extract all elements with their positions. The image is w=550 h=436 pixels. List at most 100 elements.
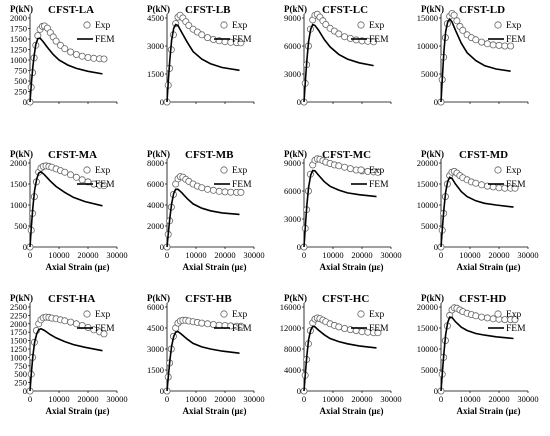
exp-data-point xyxy=(90,54,98,62)
legend-exp-label: Exp xyxy=(369,21,385,31)
exp-data-point xyxy=(209,320,217,328)
y-tick-label: 1500 xyxy=(10,336,27,346)
y-tick-label: 0 xyxy=(160,242,164,252)
y-tick-label: 3000 xyxy=(284,69,301,79)
y-tick-label: 10000 xyxy=(417,344,438,354)
fem-series-line xyxy=(440,176,514,248)
y-tick-label: 6000 xyxy=(147,179,164,189)
y-tick-label: 0 xyxy=(434,97,438,107)
exp-data-point xyxy=(61,317,69,325)
y-tick-label: 2250 xyxy=(10,310,27,320)
exp-data-point xyxy=(507,42,515,50)
chart-title: CFST-LC xyxy=(322,4,368,16)
legend-exp-label: Exp xyxy=(506,166,522,176)
exp-data-point xyxy=(67,318,75,326)
y-tick-label: 2500 xyxy=(10,302,27,312)
y-tick-label: 4500 xyxy=(147,13,164,23)
x-tick-label: 20000 xyxy=(77,250,98,260)
fem-series-line xyxy=(303,169,377,248)
x-tick-label: 30000 xyxy=(243,250,264,260)
y-tick-label: 1750 xyxy=(10,24,27,34)
exp-data-point xyxy=(84,54,92,62)
exp-data-point xyxy=(204,34,212,42)
chart-title: CFST-MC xyxy=(322,149,371,161)
y-tick-label: 1250 xyxy=(10,344,27,354)
exp-data-point xyxy=(358,328,366,336)
fem-series-line xyxy=(166,23,240,103)
x-tick-label: 20000 xyxy=(488,250,509,260)
x-axis-label: Axial Strain (με) xyxy=(183,262,247,272)
exp-data-point xyxy=(204,185,212,193)
chart-title: CFST-LA xyxy=(48,4,94,16)
x-axis-label: Axial Strain (με) xyxy=(457,406,521,416)
fem-series-line xyxy=(29,170,103,248)
x-tick-label: 10000 xyxy=(322,250,343,260)
exp-data-point xyxy=(100,55,108,63)
legend-exp-marker xyxy=(220,21,228,29)
x-tick-label: 20000 xyxy=(351,394,372,404)
legend-fem-label: FEM xyxy=(506,324,526,334)
x-tick-label: 10000 xyxy=(459,394,480,404)
y-tick-label: 10000 xyxy=(417,41,438,51)
y-tick-label: 1500 xyxy=(147,69,164,79)
y-tick-label: 16000 xyxy=(280,302,301,312)
y-tick-label: 0 xyxy=(434,242,438,252)
y-tick-label: 250 xyxy=(14,378,27,388)
x-tick-label: 30000 xyxy=(243,394,264,404)
exp-data-point xyxy=(341,163,349,171)
y-tick-label: 15000 xyxy=(417,179,438,189)
legend-fem-label: FEM xyxy=(506,35,526,45)
y-tick-label: 1500 xyxy=(10,34,27,44)
y-tick-label: 1500 xyxy=(147,365,164,375)
x-tick-label: 0 xyxy=(439,250,443,260)
y-tick-label: 3000 xyxy=(147,41,164,51)
y-tick-label: 2000 xyxy=(10,13,27,23)
exp-data-point xyxy=(335,323,343,331)
y-tick-label: 4500 xyxy=(147,323,164,333)
y-tick-label: 20000 xyxy=(417,158,438,168)
y-axis-label: P(kN) xyxy=(10,149,33,159)
legend-exp-marker xyxy=(83,310,91,318)
y-axis-label: P(kN) xyxy=(284,4,307,14)
x-axis-label: Axial Strain (με) xyxy=(183,406,247,416)
exp-data-point xyxy=(352,36,360,44)
y-tick-label: 0 xyxy=(434,386,438,396)
x-tick-label: 30000 xyxy=(106,250,127,260)
exp-data-point xyxy=(100,182,108,190)
y-tick-label: 500 xyxy=(14,369,27,379)
exp-data-point xyxy=(483,40,491,48)
legend-exp-marker xyxy=(220,166,228,174)
x-tick-label: 10000 xyxy=(185,394,206,404)
exp-data-point xyxy=(67,171,75,179)
x-tick-label: 0 xyxy=(302,394,306,404)
y-tick-label: 8000 xyxy=(147,158,164,168)
y-tick-label: 1000 xyxy=(10,352,27,362)
y-tick-label: 0 xyxy=(160,97,164,107)
exp-data-point xyxy=(495,184,503,192)
y-tick-label: 0 xyxy=(23,97,27,107)
legend-exp-marker xyxy=(357,310,365,318)
legend-fem-label: FEM xyxy=(95,180,115,190)
legend-exp-label: Exp xyxy=(232,166,248,176)
exp-data-point xyxy=(78,52,86,60)
exp-data-point xyxy=(374,329,382,337)
legend-fem-label: FEM xyxy=(506,180,526,190)
x-tick-label: 30000 xyxy=(106,394,127,404)
exp-data-point xyxy=(78,176,86,184)
exp-data-point xyxy=(478,181,486,189)
chart-title: CFST-MD xyxy=(459,149,508,161)
y-tick-label: 1500 xyxy=(10,179,27,189)
x-tick-label: 30000 xyxy=(517,250,538,260)
y-tick-label: 3000 xyxy=(284,214,301,224)
x-tick-label: 20000 xyxy=(488,394,509,404)
legend-exp-marker xyxy=(494,21,502,29)
y-tick-label: 1000 xyxy=(10,55,27,65)
x-tick-label: 20000 xyxy=(214,250,235,260)
chart-title: CFST-HD xyxy=(459,293,506,305)
x-axis-label: Axial Strain (με) xyxy=(320,406,384,416)
y-tick-label: 10000 xyxy=(417,200,438,210)
x-tick-label: 0 xyxy=(28,394,32,404)
chart-panel-cfst-ha: CFST-HAP(kN)0250500750100012501500175020… xyxy=(10,293,128,416)
